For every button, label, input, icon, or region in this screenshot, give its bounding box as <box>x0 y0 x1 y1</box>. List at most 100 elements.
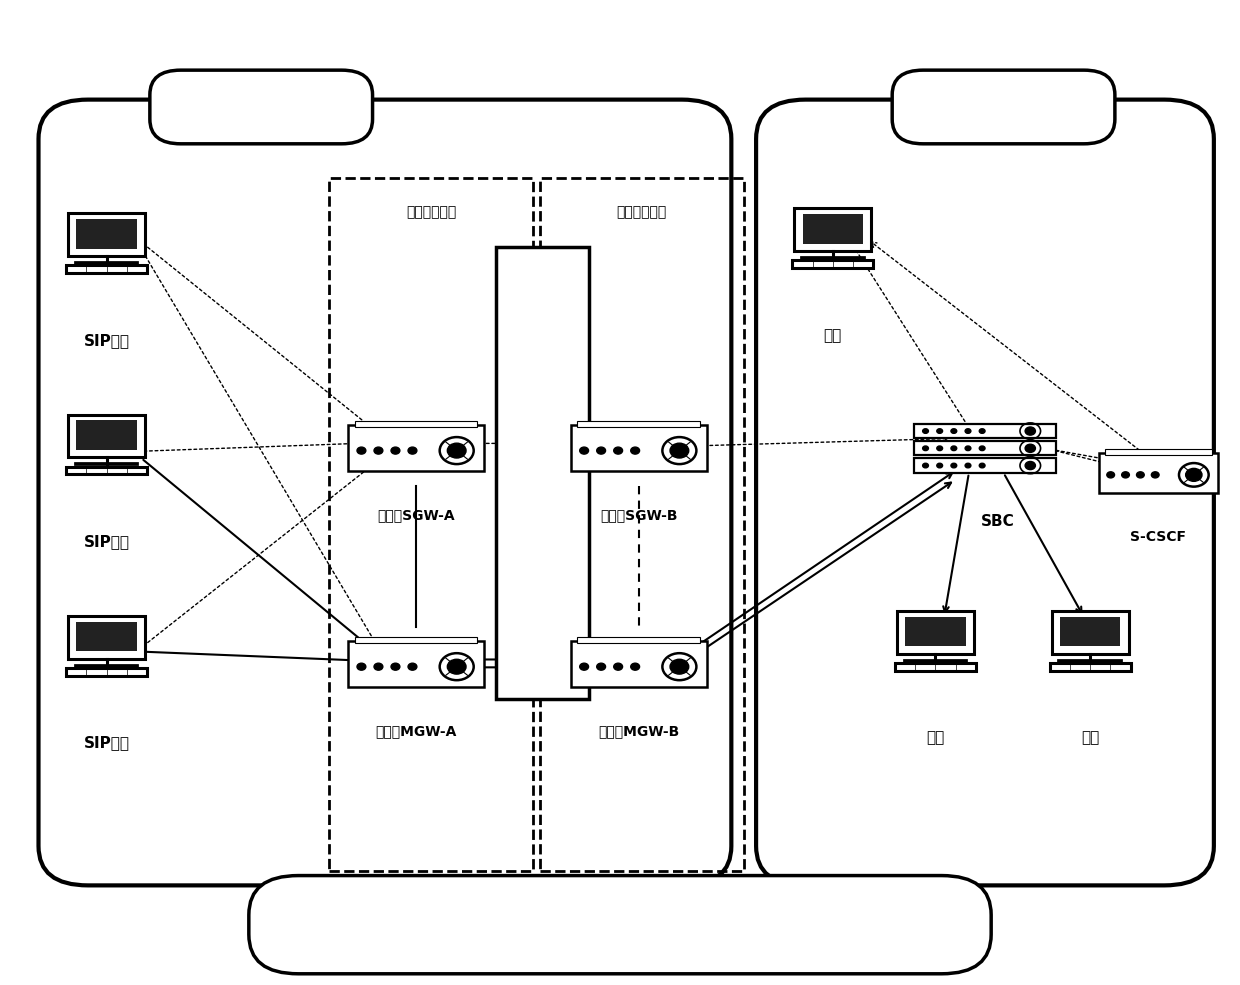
Bar <box>77 421 136 450</box>
Circle shape <box>951 446 957 450</box>
Circle shape <box>391 663 399 670</box>
Circle shape <box>670 659 688 674</box>
Bar <box>897 611 975 654</box>
Text: 分离式SGW-B: 分离式SGW-B <box>600 508 677 522</box>
Text: 信令: 信令 <box>769 903 789 921</box>
Text: 终端: 终端 <box>926 731 945 746</box>
Bar <box>347 641 484 688</box>
FancyBboxPatch shape <box>150 70 372 144</box>
Text: 终端: 终端 <box>1081 731 1100 746</box>
Circle shape <box>1122 472 1130 478</box>
Circle shape <box>936 446 942 450</box>
Circle shape <box>448 659 466 674</box>
Text: 分离式MGW-A: 分离式MGW-A <box>376 724 456 738</box>
Circle shape <box>614 447 622 454</box>
Circle shape <box>408 447 417 454</box>
Bar <box>1060 617 1120 646</box>
Bar <box>330 178 533 871</box>
Bar <box>355 636 477 643</box>
FancyBboxPatch shape <box>893 70 1115 144</box>
Bar <box>347 426 484 471</box>
Circle shape <box>408 663 417 670</box>
Bar <box>794 209 872 251</box>
Bar <box>914 441 1055 455</box>
Circle shape <box>670 443 688 458</box>
Text: 信息
隔离
装置: 信息 隔离 装置 <box>532 434 553 511</box>
Circle shape <box>951 428 957 433</box>
Circle shape <box>965 463 971 468</box>
Circle shape <box>936 428 942 433</box>
Circle shape <box>980 446 985 450</box>
Bar <box>496 247 589 698</box>
Text: 分离式SGW-A: 分离式SGW-A <box>377 508 455 522</box>
Text: SIP终端: SIP终端 <box>83 534 129 549</box>
Circle shape <box>1025 427 1035 435</box>
Circle shape <box>374 663 383 670</box>
Circle shape <box>596 447 605 454</box>
Bar <box>355 421 477 427</box>
FancyBboxPatch shape <box>756 99 1214 886</box>
FancyBboxPatch shape <box>249 876 991 974</box>
Circle shape <box>1185 469 1202 482</box>
Circle shape <box>391 447 399 454</box>
Bar <box>578 421 699 427</box>
Circle shape <box>980 463 985 468</box>
Circle shape <box>951 463 957 468</box>
Circle shape <box>923 446 929 450</box>
Bar <box>66 668 148 676</box>
Bar <box>77 622 136 651</box>
Bar <box>792 260 873 268</box>
Bar <box>1105 448 1211 455</box>
Bar <box>77 219 136 248</box>
Bar <box>1049 663 1131 671</box>
Circle shape <box>631 447 640 454</box>
Bar <box>570 641 707 688</box>
Circle shape <box>357 447 366 454</box>
Bar <box>68 214 145 256</box>
Bar <box>802 214 863 243</box>
Text: 分离式MGW-B: 分离式MGW-B <box>598 724 680 738</box>
Text: 终端: 终端 <box>823 328 842 343</box>
Text: SIP终端: SIP终端 <box>83 333 129 348</box>
Circle shape <box>965 446 971 450</box>
Text: S-CSCF: S-CSCF <box>1130 530 1187 544</box>
Circle shape <box>980 428 985 433</box>
Circle shape <box>1152 472 1159 478</box>
Circle shape <box>936 463 942 468</box>
Circle shape <box>1025 444 1035 452</box>
Bar <box>578 636 699 643</box>
Circle shape <box>923 428 929 433</box>
Text: 外网安全网关: 外网安全网关 <box>407 206 456 220</box>
Text: 媒体: 媒体 <box>769 936 789 953</box>
Circle shape <box>965 428 971 433</box>
Circle shape <box>1025 461 1035 470</box>
Circle shape <box>614 663 622 670</box>
Bar <box>1052 611 1128 654</box>
Bar <box>68 616 145 659</box>
Text: 内网安全网关: 内网安全网关 <box>616 206 667 220</box>
Bar <box>914 458 1055 473</box>
Circle shape <box>579 447 589 454</box>
Text: SIP终端: SIP终端 <box>83 736 129 751</box>
Circle shape <box>579 663 589 670</box>
Bar <box>66 467 148 474</box>
Bar <box>905 617 966 646</box>
FancyBboxPatch shape <box>38 99 732 886</box>
Text: 外网: 外网 <box>239 90 283 124</box>
Bar <box>68 415 145 457</box>
Bar <box>539 178 744 871</box>
Text: SBC: SBC <box>981 514 1014 530</box>
Circle shape <box>631 663 640 670</box>
Circle shape <box>923 463 929 468</box>
Bar <box>66 265 148 273</box>
Text: 内网: 内网 <box>982 90 1025 124</box>
Bar <box>570 426 707 471</box>
Circle shape <box>596 663 605 670</box>
Circle shape <box>1107 472 1115 478</box>
Circle shape <box>374 447 383 454</box>
Circle shape <box>1137 472 1145 478</box>
Bar <box>914 424 1055 438</box>
Bar <box>895 663 976 671</box>
Circle shape <box>448 443 466 458</box>
Circle shape <box>357 663 366 670</box>
